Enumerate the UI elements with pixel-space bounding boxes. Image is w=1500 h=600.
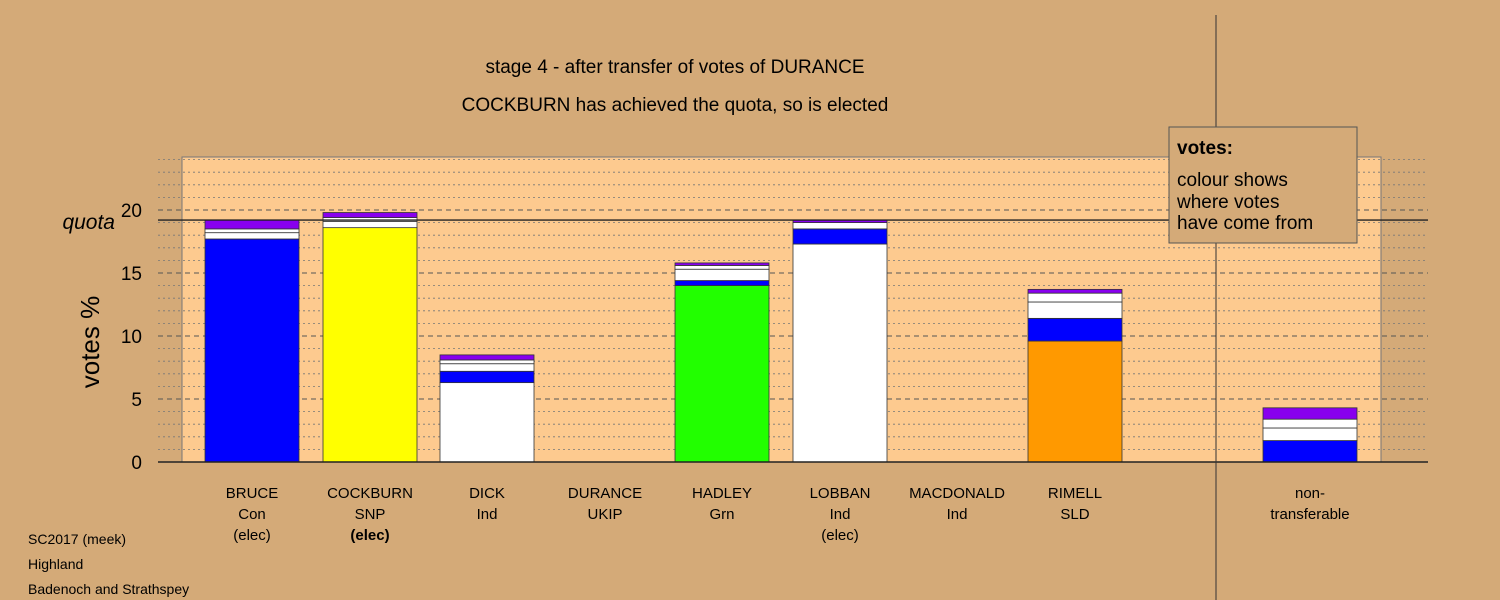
- bar-stack: [204, 219, 300, 463]
- category-label: DICK Ind: [469, 485, 505, 523]
- quota-label: quota: [62, 211, 115, 234]
- legend-line: have come from: [1177, 213, 1313, 234]
- bar-segment: [439, 370, 535, 384]
- chart-subtitle: COCKBURN has achieved the quota, so is e…: [462, 95, 889, 116]
- legend-heading: votes:: [1177, 138, 1233, 159]
- bar-stack: [674, 262, 770, 463]
- bar-segment: [1262, 418, 1358, 429]
- category-label-line: SNP: [355, 506, 386, 523]
- bar-segment: [1262, 440, 1358, 463]
- bar-segment: [1027, 340, 1123, 463]
- legend-box: votes: colour shows where votes have com…: [1168, 126, 1358, 244]
- bar-segment: [204, 228, 300, 234]
- bar-segment: [439, 359, 535, 365]
- bar-segment: [439, 363, 535, 372]
- category-label-line: MACDONALD: [909, 485, 1005, 502]
- bar-segment: [1027, 288, 1123, 294]
- category-label-line: SLD: [1060, 506, 1089, 523]
- footer-election: SC2017 (meek): [28, 531, 127, 547]
- bar-segment: [439, 382, 535, 463]
- category-label-line: Ind: [830, 506, 851, 523]
- bar-segment: [1027, 317, 1123, 342]
- footer-council: Highland: [28, 556, 84, 572]
- bar-segment: [1262, 407, 1358, 420]
- y-tick-label: 15: [121, 264, 142, 285]
- bar-segment: [674, 280, 770, 286]
- y-tick-label: 5: [131, 390, 142, 411]
- category-label: COCKBURN SNP (elec): [327, 485, 413, 544]
- category-label-line: Ind: [947, 506, 968, 523]
- bar-segment: [792, 228, 888, 245]
- bar-segment: [439, 354, 535, 361]
- bar-stack: [1027, 288, 1123, 463]
- y-axis-label: votes %: [75, 296, 105, 389]
- legend-line: colour shows: [1177, 170, 1288, 191]
- category-label-line: Ind: [477, 506, 498, 523]
- bar-segment: [1262, 427, 1358, 441]
- bar-stack: [792, 219, 888, 463]
- bar-stack: [1262, 407, 1358, 463]
- legend-line: where votes: [1176, 192, 1279, 213]
- bars: [204, 212, 1358, 463]
- category-label: DURANCE UKIP: [568, 485, 642, 523]
- bar-segment: [204, 232, 300, 240]
- bar-stack: [439, 354, 535, 463]
- category-label-line: RIMELL: [1048, 485, 1102, 502]
- y-tick-label: 10: [121, 327, 142, 348]
- bar-segment: [792, 222, 888, 230]
- category-label-line: LOBBAN: [810, 485, 871, 502]
- footer-ward: Badenoch and Strathspey: [28, 581, 190, 597]
- category-label-line: Con: [238, 506, 266, 523]
- category-label: RIMELL SLD: [1048, 485, 1102, 523]
- category-label-line: (elec): [233, 527, 271, 544]
- category-label: non-transferable: [1270, 485, 1349, 523]
- y-tick-label: 20: [121, 201, 142, 222]
- category-label: MACDONALD Ind: [909, 485, 1005, 523]
- category-label-line: (elec): [821, 527, 859, 544]
- category-label-line: Grn: [709, 506, 734, 523]
- bar-segment: [674, 285, 770, 463]
- bar-stack: [322, 212, 418, 463]
- category-label-line: non-: [1295, 485, 1325, 502]
- category-label: HADLEY Grn: [692, 485, 752, 523]
- category-label-line: DURANCE: [568, 485, 642, 502]
- bar-segment: [674, 268, 770, 281]
- category-label: BRUCE Con (elec): [226, 485, 279, 544]
- bar-segment: [322, 220, 418, 229]
- category-labels: BRUCE Con (elec) COCKBURN SNP (elec) DICK Ind DU…: [226, 485, 1350, 544]
- bar-segment: [674, 262, 770, 266]
- bar-segment: [674, 265, 770, 270]
- category-label-line: HADLEY: [692, 485, 752, 502]
- bar-segment: [1027, 301, 1123, 319]
- bar-segment: [322, 212, 418, 218]
- bar-segment: [792, 243, 888, 463]
- category-label-line: BRUCE: [226, 485, 279, 502]
- bar-segment: [322, 227, 418, 463]
- category-label-line: (elec): [350, 527, 389, 544]
- chart-title: stage 4 - after transfer of votes of DUR…: [485, 57, 864, 78]
- bar-segment: [204, 238, 300, 463]
- category-label-line: UKIP: [587, 506, 622, 523]
- category-label-line: transferable: [1270, 506, 1349, 523]
- y-tick-label: 0: [131, 453, 142, 474]
- category-label: LOBBAN Ind (elec): [810, 485, 871, 544]
- bar-segment: [1027, 292, 1123, 303]
- bar-segment: [204, 219, 300, 230]
- category-label-line: DICK: [469, 485, 505, 502]
- category-label-line: COCKBURN: [327, 485, 413, 502]
